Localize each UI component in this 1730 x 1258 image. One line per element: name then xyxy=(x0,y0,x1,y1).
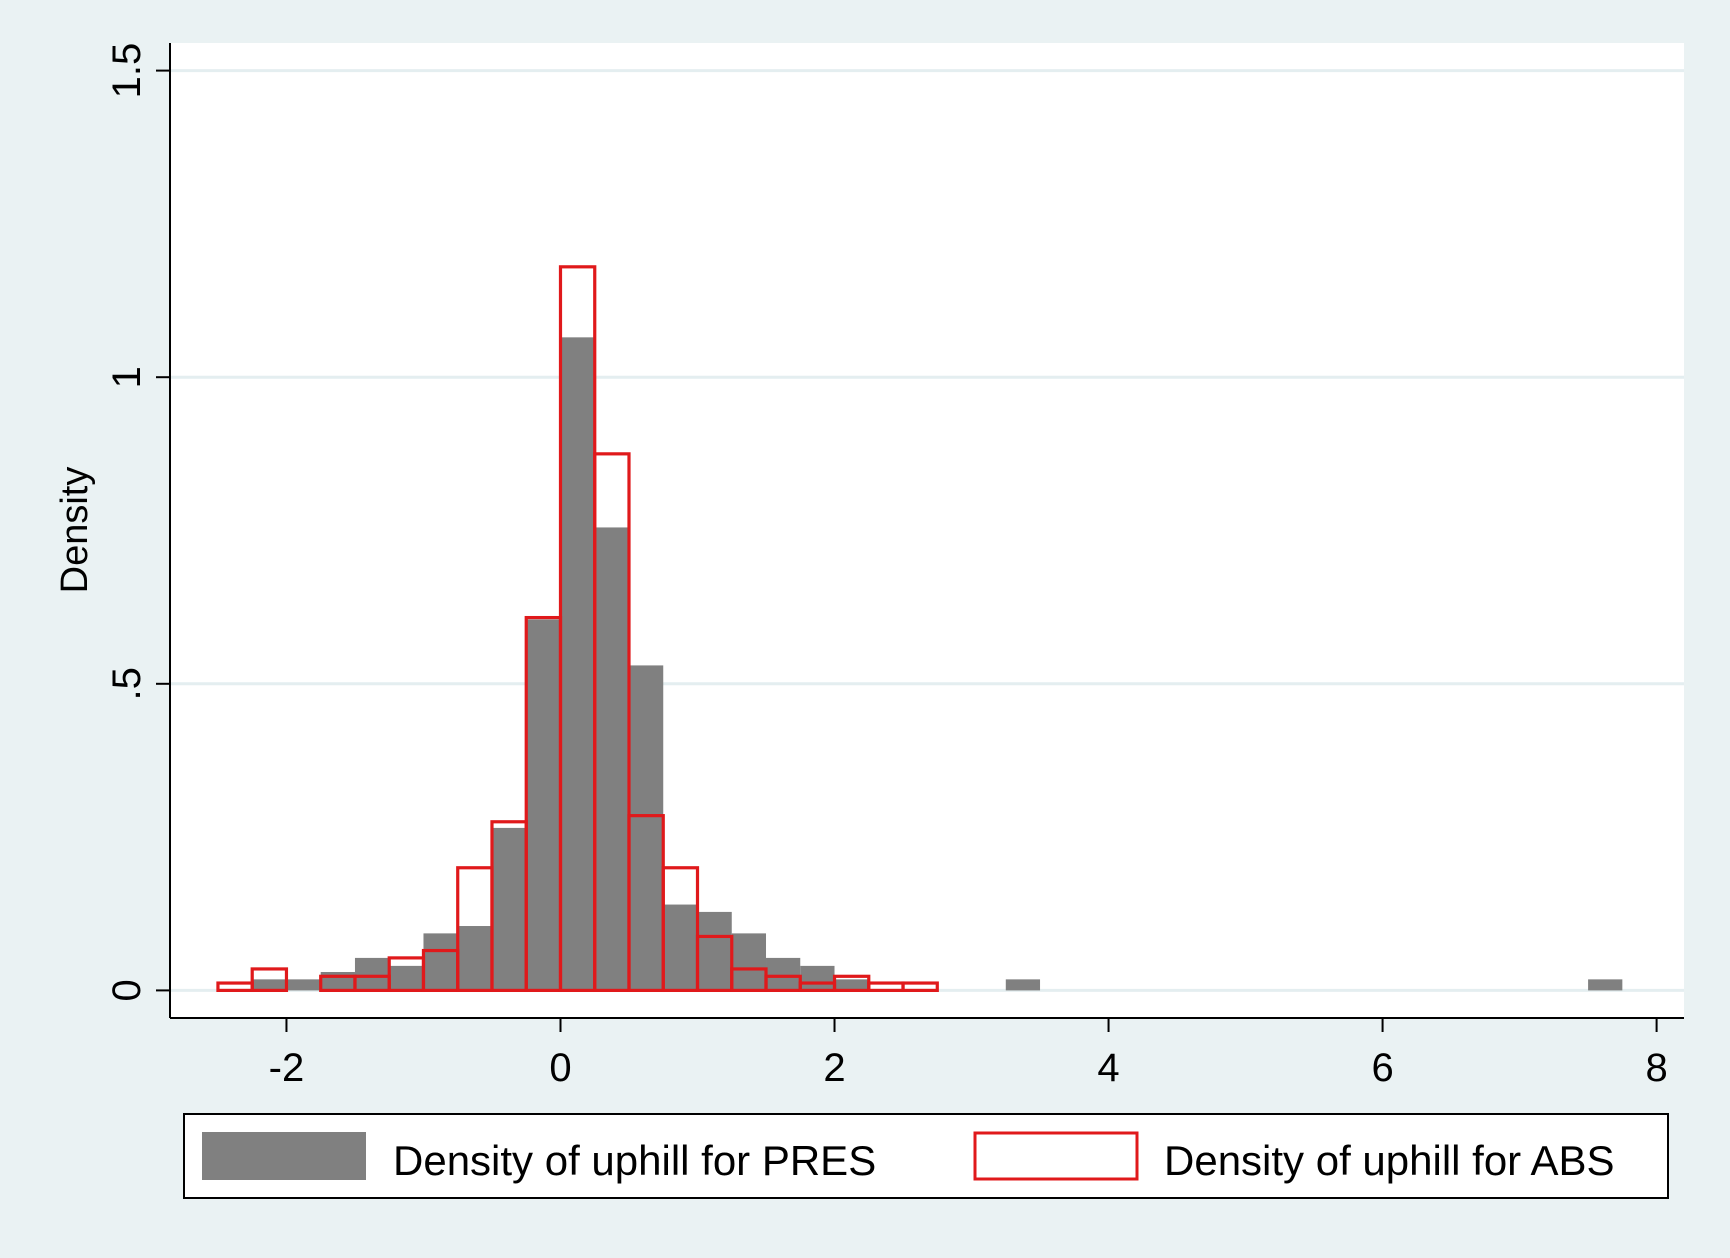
legend-label-abs: Density of uphill for ABS xyxy=(1164,1137,1615,1184)
bar-pres-14 xyxy=(731,933,767,991)
bar-pres-13 xyxy=(697,911,732,991)
bar-pres-10 xyxy=(594,527,629,991)
bar-abs-10 xyxy=(593,452,631,993)
bar-abs-13 xyxy=(695,934,734,993)
bar-pres-7 xyxy=(491,827,527,991)
legend-swatch-pres xyxy=(202,1132,366,1180)
bar-pres-3 xyxy=(354,957,390,991)
bar-pres-0 xyxy=(252,979,287,991)
bar-pres-15 xyxy=(766,957,801,991)
x-tick-label-2: 2 xyxy=(823,1046,845,1090)
x-tick-label-3: 4 xyxy=(1097,1046,1119,1090)
legend: Density of uphill for PRES Density of up… xyxy=(183,1113,1669,1199)
bar-pres-1 xyxy=(286,979,321,991)
legend-swatch-abs xyxy=(973,1131,1139,1181)
bar-pres-12 xyxy=(663,904,698,991)
axis-ticks: -2 0 2 4 6 8 0 .5 1 1.5 xyxy=(105,43,1668,1090)
x-tick-label-4: 6 xyxy=(1371,1046,1393,1090)
bar-pres-6 xyxy=(457,926,492,991)
plot-area xyxy=(170,43,1684,1018)
x-tick-label-5: 8 xyxy=(1645,1046,1667,1090)
x-tick-label-0: -2 xyxy=(269,1046,305,1090)
axes xyxy=(169,43,1684,1019)
bar-pres-19 xyxy=(1588,979,1623,991)
bar-pres-8 xyxy=(526,619,561,991)
y-axis-title: Density xyxy=(54,467,96,594)
bar-pres-17 xyxy=(834,979,869,991)
y-tick-label-3: 1.5 xyxy=(105,43,149,99)
bar-abs-19 xyxy=(901,981,939,993)
bar-abs-1 xyxy=(250,967,289,993)
bar-pres-11 xyxy=(628,665,664,991)
bar-pres-4 xyxy=(389,965,424,991)
bar-abs-12 xyxy=(661,866,700,993)
bar-pres-16 xyxy=(800,965,835,991)
y-tick-label-2: 1 xyxy=(105,366,149,388)
bar-pres-9 xyxy=(560,337,595,991)
bar-pres-18 xyxy=(1005,979,1041,991)
bar-pres-5 xyxy=(423,933,458,991)
legend-box xyxy=(183,1113,1669,1199)
legend-label-pres: Density of uphill for PRES xyxy=(393,1137,876,1184)
y-tick-label-1: .5 xyxy=(105,667,149,700)
x-tick-label-1: 0 xyxy=(549,1046,571,1090)
abs-series-bars xyxy=(216,265,939,993)
pres-series-bars xyxy=(252,337,1623,991)
y-tick-label-0: 0 xyxy=(105,979,149,1001)
